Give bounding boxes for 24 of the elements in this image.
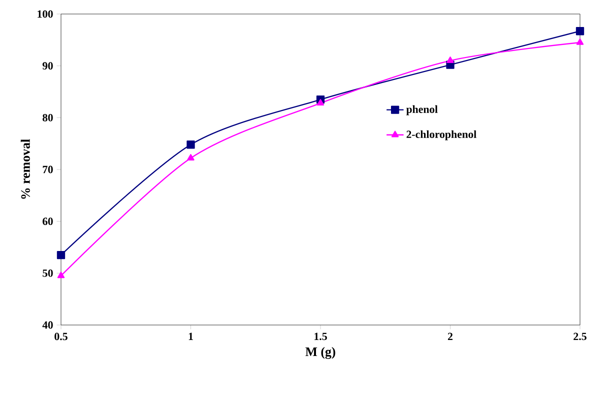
y-tick-label: 90 [42,62,53,70]
y-tick-label: 40 [42,321,53,329]
y-tick-label: 50 [42,269,53,277]
point [576,27,584,36]
legend-label: 2-chlorophenol [406,130,476,140]
point [57,272,65,278]
x-axis-title: M (g) [305,347,336,359]
y-tick-label: 80 [42,114,53,122]
y-tick-label: 100 [38,10,53,18]
legend-label: phenol [406,105,438,116]
y-tick-label: 70 [42,166,53,174]
x-tick-label: 1 [188,332,193,340]
point [446,56,454,63]
x-tick-label: 2 [448,332,453,340]
x-tick-label: 2.5 [574,332,586,340]
point [187,154,194,160]
y-tick-label: 60 [42,218,53,226]
x-tick-label: 0.5 [54,332,68,340]
point [186,140,195,149]
point [56,250,66,260]
point [316,99,324,106]
x-tick-label: 1.5 [314,332,327,340]
point [576,38,584,45]
y-axis-title: % removal [20,139,30,199]
